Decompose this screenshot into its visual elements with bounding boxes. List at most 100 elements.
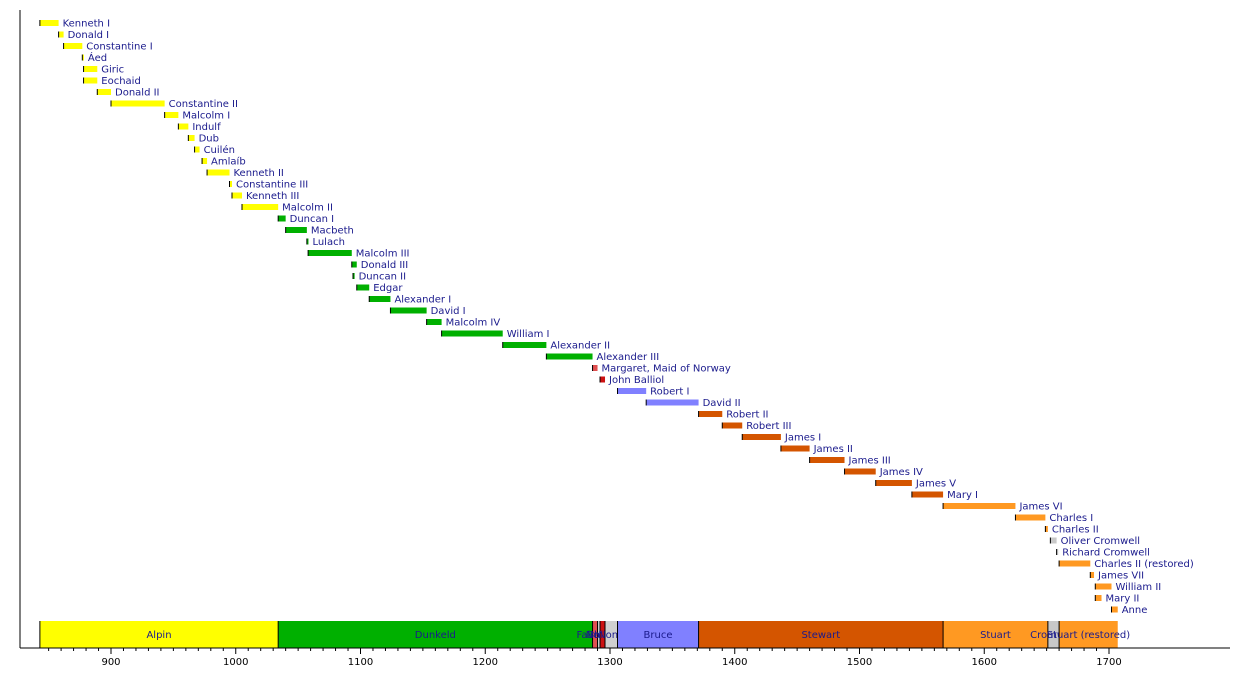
- reign-bar-mary-ii: [1095, 595, 1102, 601]
- monarch-label-james-ii: James II: [813, 444, 853, 455]
- x-tick-label: 1600: [972, 657, 997, 668]
- monarch-label-james-i: James I: [784, 433, 821, 444]
- dynasty-bar-none: [597, 621, 601, 648]
- dynasty-label-stuart: Stuart: [980, 630, 1011, 641]
- dynasty-label-dunkeld: Dunkeld: [415, 630, 456, 641]
- dynasty-bar-stewart: [698, 621, 944, 648]
- reign-bar-kenneth-iii: [232, 192, 242, 199]
- dynasty-label-balliol: Balliol: [587, 630, 617, 641]
- monarch-label-giric: Giric: [101, 65, 124, 76]
- dynasty-bar-balliol: [600, 621, 606, 648]
- reign-bar-margaret-maid-of-norway: [592, 365, 598, 371]
- reign-bar-alexander-ii: [502, 342, 547, 348]
- reign-bar-james-iv: [844, 468, 876, 475]
- dynasty-bar-stuart-restored: [1059, 621, 1118, 648]
- monarch-label-david-ii: David II: [703, 398, 741, 409]
- dynasty-bar-bruce: [617, 621, 699, 648]
- reign-bar-john-balliol: [600, 376, 606, 383]
- monarch-label-alexander-iii: Alexander III: [597, 352, 660, 363]
- reign-bar-anne: [1111, 606, 1118, 613]
- reign-bar-cuil-n: [194, 146, 200, 153]
- monarch-label-robert-ii: Robert II: [726, 410, 768, 421]
- reign-bar-constantine-ii: [111, 100, 165, 107]
- reign-bar-donald-ii: [97, 89, 111, 95]
- reign-bar-malcolm-iv: [426, 319, 442, 325]
- dynasty-label-stewart: Stewart: [801, 630, 840, 641]
- monarch-label-malcolm-ii: Malcolm II: [282, 203, 333, 214]
- reign-bar-david-i: [390, 307, 427, 314]
- reign-bar-william-i: [441, 330, 503, 337]
- monarch-label-mary-i: Mary I: [947, 490, 978, 501]
- monarch-label-charles-i: Charles I: [1049, 513, 1093, 524]
- reign-bar-constantine-iii: [229, 181, 233, 187]
- reign-bar-malcolm-i: [164, 112, 179, 118]
- reign-bar-james-vii: [1090, 572, 1095, 578]
- monarch-label-kenneth-i: Kenneth I: [63, 19, 110, 30]
- monarch-label-donald-iii: Donald III: [361, 260, 408, 271]
- monarch-label-malcolm-iv: Malcolm IV: [446, 318, 501, 329]
- reign-bar-david-ii: [646, 399, 699, 406]
- monarch-label-edgar: Edgar: [373, 283, 403, 294]
- dynasty-label-fairhair: Fairhair: [577, 630, 615, 641]
- monarch-label-malcolm-i: Malcolm I: [182, 111, 230, 122]
- reign-bar-james-vi: [943, 503, 1016, 509]
- monarch-label-ed: Áed: [88, 51, 107, 64]
- x-tick-label: 1000: [223, 657, 248, 668]
- reign-bar-constantine-i: [63, 43, 83, 49]
- monarch-label-robert-iii: Robert III: [746, 421, 791, 432]
- x-tick-label: 1200: [473, 657, 498, 668]
- monarch-label-constantine-i: Constantine I: [86, 42, 152, 53]
- reign-bar-alexander-i: [369, 296, 391, 302]
- dynasty-bar-cromwell: [1047, 621, 1060, 648]
- reign-bar-william-ii: [1095, 583, 1112, 590]
- monarch-label-duncan-i: Duncan I: [290, 214, 334, 225]
- monarch-label-william-i: William I: [507, 329, 550, 340]
- reign-bar-james-iii: [809, 457, 845, 463]
- reign-bar-richard-cromwell: [1056, 549, 1059, 555]
- dynasty-label-alpin: Alpin: [146, 630, 171, 641]
- monarch-label-alexander-i: Alexander I: [394, 295, 451, 306]
- monarch-label-david-i: David I: [431, 306, 466, 317]
- dynasty-label-none: None: [586, 630, 612, 641]
- monarch-label-james-vi: James VI: [1018, 502, 1062, 513]
- reign-bar-amla-b: [202, 158, 208, 164]
- x-tick-label: 1100: [348, 657, 373, 668]
- reign-bar-kenneth-i: [39, 20, 59, 26]
- monarch-label-john-balliol: John Balliol: [608, 375, 664, 386]
- monarch-label-james-vii: James VII: [1097, 571, 1144, 582]
- reign-bar-robert-i: [617, 388, 647, 394]
- monarch-label-duncan-ii: Duncan II: [359, 272, 406, 283]
- reign-bar-macbeth: [285, 227, 307, 233]
- dynasty-bar-stuart: [943, 621, 1048, 648]
- reign-bar-indulf: [178, 123, 189, 130]
- reign-bar-james-i: [742, 434, 781, 440]
- dynasty-label-none: None: [598, 630, 624, 641]
- monarch-label-james-v: James V: [915, 479, 956, 490]
- reign-bar-edgar: [356, 284, 370, 291]
- monarch-label-cuil-n: Cuilén: [204, 144, 235, 156]
- reign-bar-charles-i: [1015, 514, 1046, 521]
- monarch-label-james-iii: James III: [848, 456, 891, 467]
- reign-bar-duncan-ii: [353, 273, 355, 279]
- monarch-label-malcolm-iii: Malcolm III: [356, 249, 410, 260]
- x-tick-label: 1500: [847, 657, 872, 668]
- monarch-label-donald-i: Donald I: [68, 30, 110, 41]
- dynasty-bar-none: [605, 621, 618, 648]
- dynasty-bar-fairhair: [592, 621, 598, 648]
- monarch-label-william-ii: William II: [1115, 582, 1161, 593]
- reign-bar-donald-i: [58, 31, 64, 38]
- monarch-label-charles-ii: Charles II: [1052, 525, 1099, 536]
- reign-bar-james-v: [875, 480, 912, 486]
- reign-bar-mary-i: [911, 491, 944, 498]
- monarch-label-margaret-maid-of-norway: Margaret, Maid of Norway: [602, 364, 731, 375]
- monarch-label-eochaid: Eochaid: [101, 76, 141, 87]
- reign-bar-charles-ii-restored: [1059, 560, 1091, 567]
- reign-bar-dub: [188, 135, 195, 141]
- monarch-label-anne: Anne: [1122, 605, 1148, 616]
- monarch-label-james-iv: James IV: [879, 467, 923, 478]
- dynasty-bar-dunkeld: [278, 621, 593, 648]
- monarch-label-robert-i: Robert I: [650, 387, 689, 398]
- reign-bar-giric: [83, 66, 98, 72]
